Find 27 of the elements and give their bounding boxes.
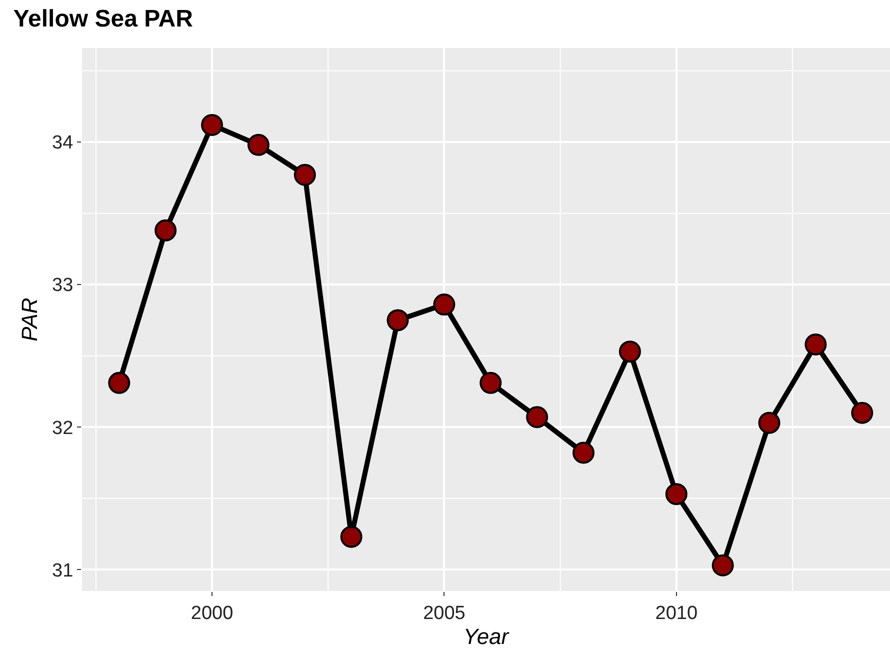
x-axis-title: Year <box>463 624 510 649</box>
chart-title: Yellow Sea PAR <box>13 6 193 33</box>
point <box>154 219 177 242</box>
point <box>804 333 827 356</box>
point <box>712 554 734 576</box>
point <box>201 114 224 136</box>
point <box>386 309 409 332</box>
y-tick-label: 32 <box>52 418 74 439</box>
point <box>340 526 362 548</box>
point <box>108 372 130 394</box>
point <box>758 412 780 434</box>
y-tick-label: 34 <box>52 132 74 154</box>
point <box>294 164 316 186</box>
point <box>618 340 641 363</box>
point <box>851 402 874 424</box>
point <box>480 372 502 394</box>
y-tick-label: 33 <box>52 275 74 296</box>
x-tick-label: 2010 <box>655 602 698 624</box>
point <box>433 294 456 316</box>
y-axis-title: PAR <box>16 298 42 342</box>
y-tick-label: 31 <box>52 560 74 582</box>
point <box>572 442 595 464</box>
x-tick-label: 2000 <box>190 602 234 624</box>
point <box>665 483 688 506</box>
point <box>247 134 270 156</box>
point <box>526 406 548 428</box>
x-tick-label: 2005 <box>423 602 466 624</box>
